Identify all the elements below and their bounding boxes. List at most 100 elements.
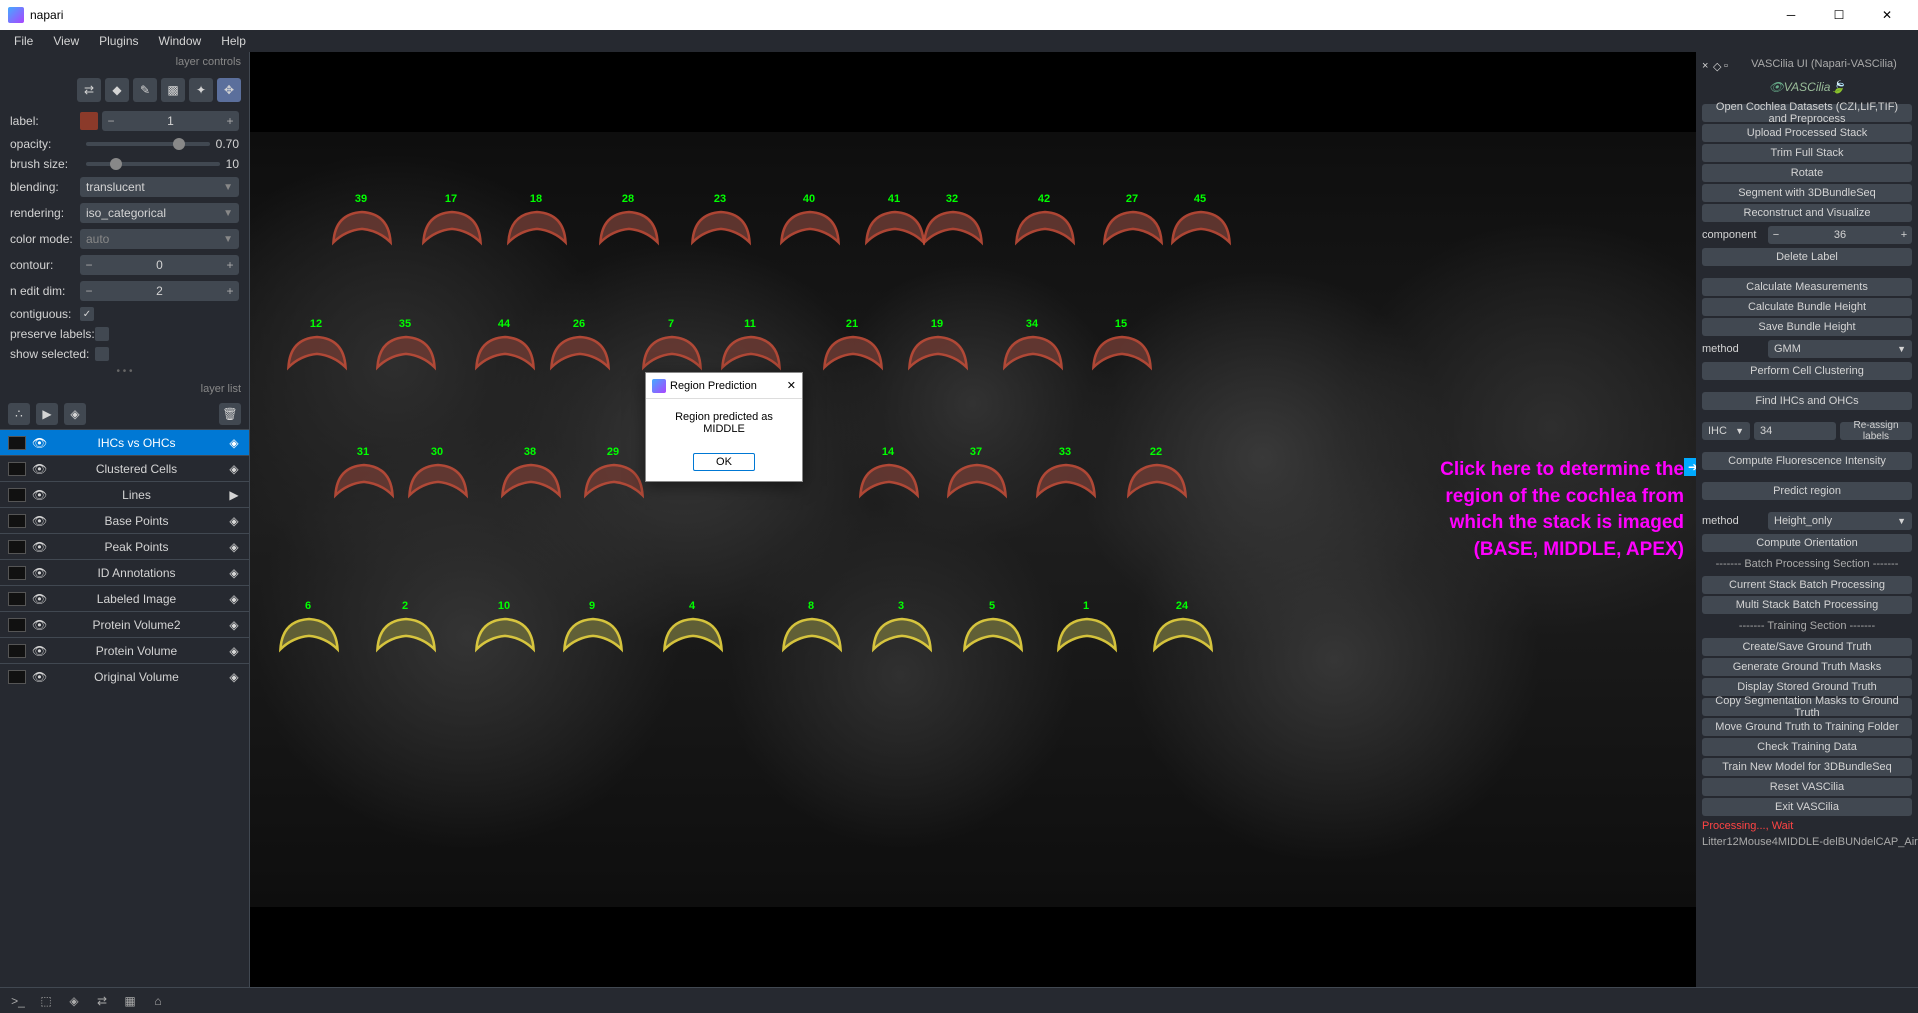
panel-drag-handle[interactable]: • • • [0, 364, 249, 379]
visibility-icon[interactable]: 👁 [32, 644, 46, 658]
maximize-button[interactable]: ☐ [1816, 0, 1862, 30]
find-ihc-ohc-button[interactable]: Find IHCs and OHCs [1702, 392, 1912, 410]
cell-id-label: 23 [714, 193, 726, 205]
visibility-icon[interactable]: 👁 [32, 462, 46, 476]
predict-region-button[interactable]: Predict region [1702, 482, 1912, 500]
dialog-ok-button[interactable]: OK [693, 453, 755, 471]
right-button[interactable]: Current Stack Batch Processing [1702, 576, 1912, 594]
roll-icon[interactable]: ◈ [64, 991, 84, 1011]
transpose-icon[interactable]: ⇄ [92, 991, 112, 1011]
menu-view[interactable]: View [45, 32, 87, 50]
visibility-icon[interactable]: 👁 [32, 618, 46, 632]
right-button[interactable]: Generate Ground Truth Masks [1702, 658, 1912, 676]
visibility-icon[interactable]: 👁 [32, 436, 46, 450]
right-button[interactable]: Rotate [1702, 164, 1912, 182]
right-button[interactable]: Multi Stack Batch Processing [1702, 596, 1912, 614]
right-button[interactable]: Segment with 3DBundleSeq [1702, 184, 1912, 202]
delete-layer-icon[interactable]: 🗑 [219, 403, 241, 425]
visibility-icon[interactable]: 👁 [32, 592, 46, 606]
new-shapes-icon[interactable]: ▶ [36, 403, 58, 425]
layer-item[interactable]: 👁 Peak Points ◈ [0, 533, 249, 559]
paint-tool-icon[interactable]: ✎ [133, 78, 157, 102]
erase-tool-icon[interactable]: ◆ [105, 78, 129, 102]
cell-id-label: 41 [888, 193, 900, 205]
showsel-checkbox[interactable] [95, 347, 109, 361]
pan-tool-icon[interactable]: ✥ [217, 78, 241, 102]
opacity-slider[interactable] [86, 142, 210, 146]
shuffle-tool-icon[interactable]: ⇄ [77, 78, 101, 102]
picker-tool-icon[interactable]: ✦ [189, 78, 213, 102]
right-button[interactable]: Check Training Data [1702, 738, 1912, 756]
right-button[interactable]: Calculate Measurements [1702, 278, 1912, 296]
layer-item[interactable]: 👁 Protein Volume ◈ [0, 637, 249, 663]
visibility-icon[interactable]: 👁 [32, 488, 46, 502]
cluster-button[interactable]: Perform Cell Clustering [1702, 362, 1912, 380]
layer-item[interactable]: 👁 Clustered Cells ◈ [0, 455, 249, 481]
right-button[interactable]: Save Bundle Height [1702, 318, 1912, 336]
menu-file[interactable]: File [6, 32, 41, 50]
layer-item[interactable]: 👁 Protein Volume2 ◈ [0, 611, 249, 637]
visibility-icon[interactable]: 👁 [32, 540, 46, 554]
hide-icon[interactable]: ▫ [1724, 60, 1732, 68]
layer-item[interactable]: 👁 Lines ▶ [0, 481, 249, 507]
component-spinner[interactable]: −36+ [1768, 226, 1912, 244]
cell-arc [816, 332, 890, 374]
menu-plugins[interactable]: Plugins [91, 32, 146, 50]
minimize-button[interactable]: ─ [1768, 0, 1814, 30]
method2-dropdown[interactable]: Height_only▼ [1768, 512, 1912, 530]
right-button[interactable]: Calculate Bundle Height [1702, 298, 1912, 316]
close-button[interactable]: ✕ [1864, 0, 1910, 30]
right-button[interactable]: Copy Segmentation Masks to Ground Truth [1702, 698, 1912, 716]
preserve-checkbox[interactable] [95, 327, 109, 341]
new-labels-icon[interactable]: ◈ [64, 403, 86, 425]
contiguous-checkbox[interactable]: ✓ [80, 307, 94, 321]
right-button[interactable]: Trim Full Stack [1702, 144, 1912, 162]
colormode-dropdown[interactable]: auto▼ [80, 229, 239, 249]
new-points-icon[interactable]: ∴ [8, 403, 30, 425]
visibility-icon[interactable]: 👁 [32, 566, 46, 580]
ndisplay-icon[interactable]: ⬚ [36, 991, 56, 1011]
orientation-button[interactable]: Compute Orientation [1702, 534, 1912, 552]
menu-window[interactable]: Window [151, 32, 210, 50]
delete-label-button[interactable]: Delete Label [1702, 248, 1912, 266]
label-spinner[interactable]: −1+ [102, 111, 239, 131]
grid-icon[interactable]: ▦ [120, 991, 140, 1011]
layer-item[interactable]: 👁 IHCs vs OHCs ◈ [0, 429, 249, 455]
fluorescence-button[interactable]: Compute Fluorescence Intensity [1702, 452, 1912, 470]
undock-icon[interactable]: × [1702, 60, 1710, 68]
layer-item[interactable]: 👁 Labeled Image ◈ [0, 585, 249, 611]
right-button[interactable]: Reset VASCilia [1702, 778, 1912, 796]
right-button[interactable]: Train New Model for 3DBundleSeq [1702, 758, 1912, 776]
method1-dropdown[interactable]: GMM▼ [1768, 340, 1912, 358]
ihc-dropdown[interactable]: IHC▼ [1702, 422, 1750, 440]
right-button[interactable]: Open Cochlea Datasets (CZI,LIF,TIF) and … [1702, 104, 1912, 122]
console-icon[interactable]: >_ [8, 991, 28, 1011]
ihc-value-input[interactable]: 34 [1754, 422, 1836, 440]
right-button[interactable]: Reconstruct and Visualize [1702, 204, 1912, 222]
right-button[interactable]: Create/Save Ground Truth [1702, 638, 1912, 656]
menu-help[interactable]: Help [213, 32, 254, 50]
contour-spinner[interactable]: −0+ [80, 255, 239, 275]
home-icon[interactable]: ⌂ [148, 991, 168, 1011]
layer-item[interactable]: 👁 Base Points ◈ [0, 507, 249, 533]
label-color-swatch[interactable] [80, 112, 98, 130]
right-button[interactable]: Display Stored Ground Truth [1702, 678, 1912, 696]
status-processing: Processing..., Wait [1696, 818, 1918, 834]
float-icon[interactable]: ◇ [1713, 60, 1721, 68]
layer-item[interactable]: 👁 ID Annotations ◈ [0, 559, 249, 585]
right-button[interactable]: Move Ground Truth to Training Folder [1702, 718, 1912, 736]
dialog-close-icon[interactable]: ✕ [787, 379, 796, 392]
layer-item[interactable]: 👁 Original Volume ◈ [0, 663, 249, 689]
reassign-button[interactable]: Re-assign labels [1840, 422, 1912, 440]
nedit-spinner[interactable]: −2+ [80, 281, 239, 301]
rendering-dropdown[interactable]: iso_categorical▼ [80, 203, 239, 223]
layer-thumb [8, 566, 26, 580]
canvas-viewer[interactable]: 3917182823404132422745123544267112119341… [250, 52, 1696, 987]
right-button[interactable]: Exit VASCilia [1702, 798, 1912, 816]
visibility-icon[interactable]: 👁 [32, 514, 46, 528]
visibility-icon[interactable]: 👁 [32, 670, 46, 684]
fill-tool-icon[interactable]: ▩ [161, 78, 185, 102]
blending-dropdown[interactable]: translucent▼ [80, 177, 239, 197]
brush-slider[interactable] [86, 162, 220, 166]
right-button[interactable]: Upload Processed Stack [1702, 124, 1912, 142]
